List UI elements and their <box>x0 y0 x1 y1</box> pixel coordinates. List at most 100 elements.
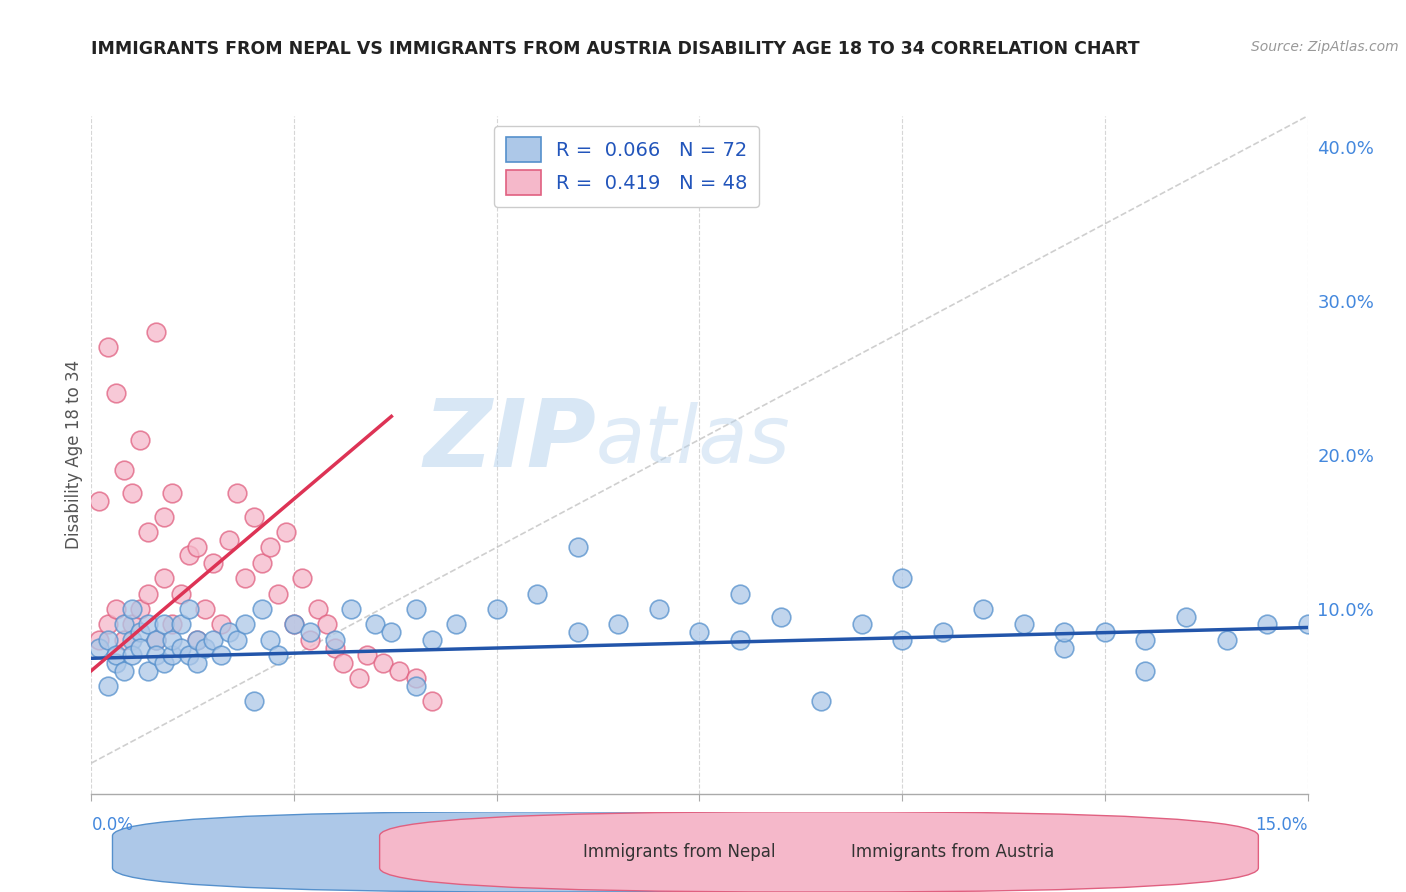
Text: ZIP: ZIP <box>423 395 596 487</box>
Point <box>136 524 159 539</box>
Point <box>526 586 548 600</box>
Point <box>267 648 290 663</box>
Point <box>1135 632 1157 647</box>
Point <box>145 325 167 339</box>
Point <box>648 602 671 616</box>
Point <box>129 625 152 640</box>
Point <box>242 694 264 708</box>
Point <box>112 664 135 678</box>
Point <box>340 602 363 616</box>
Point <box>364 617 387 632</box>
Point <box>177 602 200 616</box>
Point <box>104 656 127 670</box>
Point <box>153 571 176 585</box>
Point <box>315 617 337 632</box>
Point <box>121 486 143 500</box>
Point <box>97 632 120 647</box>
Point <box>235 571 257 585</box>
Text: Source: ZipAtlas.com: Source: ZipAtlas.com <box>1251 40 1399 54</box>
Point <box>186 632 208 647</box>
Point <box>373 656 395 670</box>
Point <box>307 602 329 616</box>
Point <box>405 602 427 616</box>
Text: atlas: atlas <box>596 402 790 481</box>
Point <box>226 632 249 647</box>
Point <box>121 632 143 647</box>
Point <box>1256 617 1278 632</box>
Point <box>89 632 111 647</box>
Point <box>209 648 232 663</box>
FancyBboxPatch shape <box>112 812 991 892</box>
Point <box>250 556 273 570</box>
Point <box>291 571 314 585</box>
Point <box>323 632 346 647</box>
Point <box>112 632 135 647</box>
Point <box>145 632 167 647</box>
Point <box>299 632 322 647</box>
Point <box>136 617 159 632</box>
Point <box>145 648 167 663</box>
Point <box>202 632 225 647</box>
Point <box>162 617 184 632</box>
Text: Immigrants from Austria: Immigrants from Austria <box>851 843 1054 861</box>
Point <box>1135 664 1157 678</box>
Point <box>972 602 994 616</box>
Point <box>89 640 111 655</box>
Point <box>259 632 281 647</box>
Point <box>323 640 346 655</box>
Point <box>607 617 630 632</box>
Point <box>567 541 589 555</box>
Point <box>202 556 225 570</box>
Point <box>186 632 208 647</box>
Point <box>153 509 176 524</box>
Point <box>444 617 467 632</box>
Point <box>97 340 120 354</box>
Point <box>136 664 159 678</box>
Point <box>121 648 143 663</box>
Point <box>283 617 305 632</box>
Point <box>1053 640 1076 655</box>
Point <box>209 617 232 632</box>
FancyBboxPatch shape <box>380 812 1258 892</box>
Point <box>162 486 184 500</box>
Point <box>728 586 751 600</box>
Point <box>129 433 152 447</box>
Point <box>242 509 264 524</box>
Point <box>136 586 159 600</box>
Point <box>420 632 443 647</box>
Point <box>891 632 914 647</box>
Point <box>169 640 191 655</box>
Point <box>104 602 127 616</box>
Point <box>112 617 135 632</box>
Point <box>728 632 751 647</box>
Point <box>931 625 953 640</box>
Point <box>299 625 322 640</box>
Point <box>121 617 143 632</box>
Point <box>283 617 305 632</box>
Point <box>567 625 589 640</box>
Text: 15.0%: 15.0% <box>1256 816 1308 834</box>
Point <box>129 602 152 616</box>
Point <box>250 602 273 616</box>
Point <box>104 386 127 401</box>
Point <box>162 632 184 647</box>
Point <box>194 640 217 655</box>
Point <box>145 632 167 647</box>
Point <box>104 648 127 663</box>
Point <box>186 541 208 555</box>
Point <box>97 679 120 693</box>
Point <box>218 625 240 640</box>
Point <box>405 679 427 693</box>
Point <box>89 494 111 508</box>
Point <box>688 625 710 640</box>
Point <box>194 602 217 616</box>
Point <box>405 671 427 685</box>
Point <box>1094 625 1116 640</box>
Point <box>380 625 402 640</box>
Point <box>112 463 135 477</box>
Point <box>851 617 873 632</box>
Point <box>162 648 184 663</box>
Point <box>274 524 297 539</box>
Point <box>153 617 176 632</box>
Point <box>1175 609 1198 624</box>
